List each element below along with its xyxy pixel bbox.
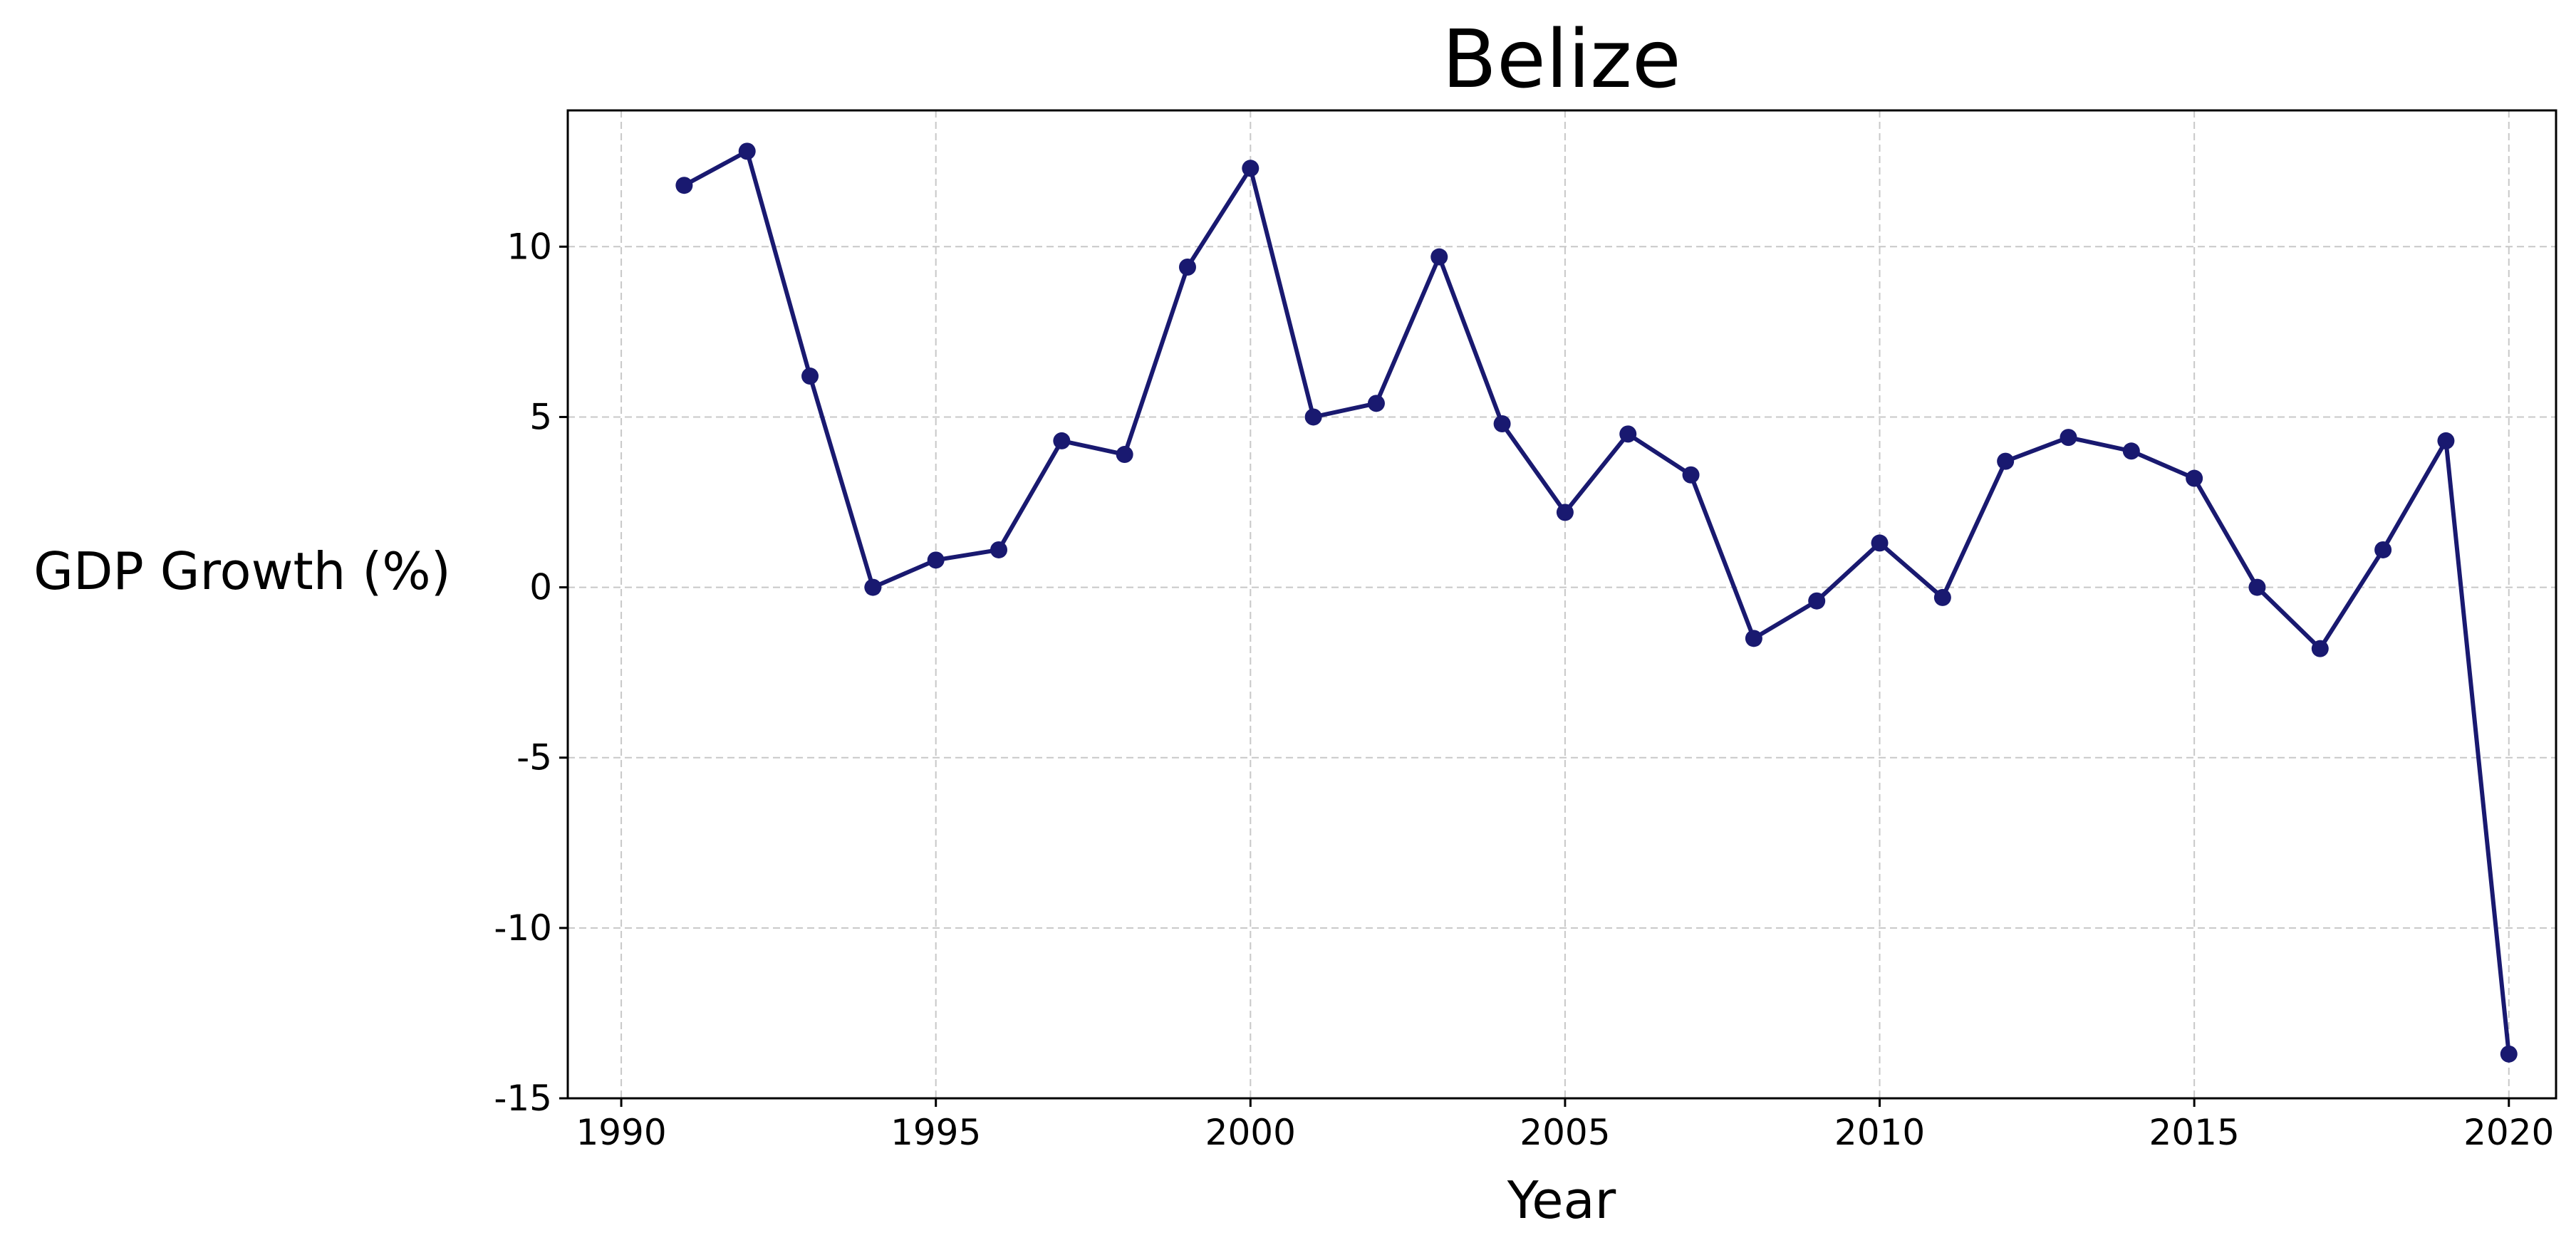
data-point [2374, 541, 2392, 558]
y-tick-label: -10 [494, 907, 552, 949]
y-tick-label: 0 [529, 567, 552, 608]
grid [568, 110, 2556, 1099]
series-group [675, 142, 2518, 1063]
data-point [1808, 592, 1826, 610]
x-tick-label: 1990 [576, 1112, 666, 1153]
data-point [2311, 640, 2329, 657]
x-axis-label: Year [1507, 1170, 1616, 1230]
series-line [682, 149, 2511, 1055]
data-point [2437, 432, 2455, 449]
data-point [1304, 408, 1322, 426]
y-tick-label: -15 [494, 1078, 552, 1119]
data-point [1997, 452, 2015, 470]
data-point [2500, 1045, 2518, 1063]
data-point [1116, 446, 1133, 464]
y-axis-label: GDP Growth (%) [33, 541, 451, 601]
data-point [1493, 415, 1511, 433]
data-point [2186, 469, 2203, 487]
y-tick-label: 5 [529, 396, 552, 437]
plot-frame [566, 109, 2557, 1100]
data-point [1556, 504, 1574, 521]
data-point [1367, 395, 1385, 412]
data-point [801, 368, 819, 385]
x-tick-label: 2000 [1205, 1112, 1296, 1153]
data-point [1619, 425, 1637, 443]
y-tick-label: 10 [507, 226, 552, 267]
data-point [2060, 429, 2077, 447]
data-point [2122, 442, 2140, 460]
data-point [675, 177, 693, 194]
data-point [738, 142, 756, 160]
x-tick-label: 2015 [2149, 1112, 2240, 1153]
x-tick-label: 2005 [1520, 1112, 1610, 1153]
data-point [990, 541, 1008, 558]
data-point [1178, 259, 1196, 276]
data-point [1053, 432, 1071, 449]
x-axis: 1990 1995 2000 2005 2010 2015 2020 [576, 1098, 2554, 1153]
data-point [1430, 248, 1448, 266]
data-point [1242, 160, 1260, 177]
y-axis: -15 -10 -5 0 5 10 [494, 226, 568, 1119]
data-point [927, 551, 945, 569]
y-tick-label: -5 [516, 737, 552, 778]
x-tick-label: 2010 [1834, 1112, 1925, 1153]
data-point [2248, 578, 2266, 596]
x-tick-label: 1995 [890, 1112, 981, 1153]
data-point [864, 578, 882, 596]
chart-title: Belize [1442, 14, 1681, 106]
data-point [1933, 588, 1951, 606]
data-point [1871, 534, 1889, 552]
data-point [1682, 466, 1700, 484]
x-tick-label: 2020 [2463, 1112, 2554, 1153]
data-point [1745, 630, 1762, 647]
